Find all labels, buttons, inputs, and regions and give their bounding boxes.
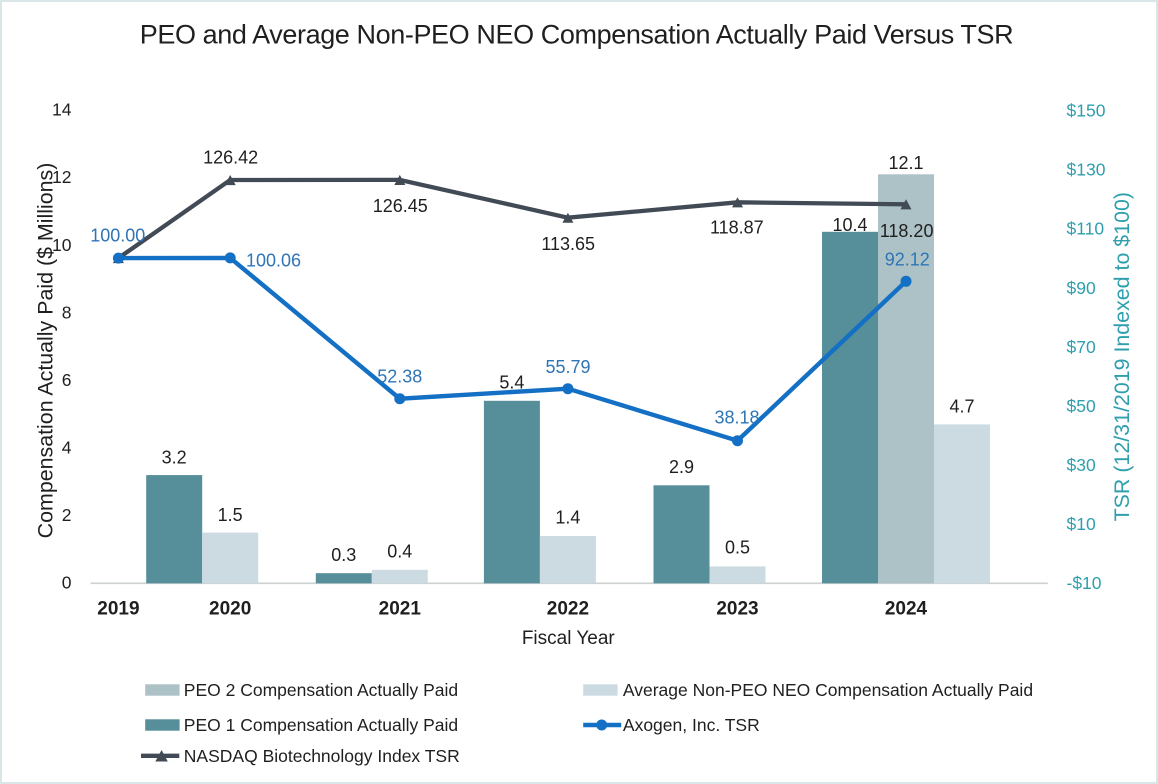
svg-text:5.4: 5.4 <box>499 372 524 392</box>
svg-text:12: 12 <box>52 167 71 187</box>
svg-text:126.45: 126.45 <box>373 196 428 216</box>
svg-text:-$10: -$10 <box>1067 573 1102 593</box>
svg-text:4: 4 <box>62 438 72 458</box>
svg-text:$50: $50 <box>1067 396 1096 416</box>
svg-text:10: 10 <box>52 235 72 255</box>
svg-text:0.3: 0.3 <box>331 545 356 565</box>
svg-text:Fiscal Year: Fiscal Year <box>522 628 616 649</box>
svg-text:118.87: 118.87 <box>710 218 764 238</box>
svg-text:118.20: 118.20 <box>880 221 934 241</box>
svg-text:113.65: 113.65 <box>541 234 595 254</box>
svg-text:8: 8 <box>62 302 72 322</box>
svg-text:$70: $70 <box>1067 337 1096 357</box>
svg-text:100.06: 100.06 <box>246 251 301 271</box>
svg-text:126.42: 126.42 <box>203 147 258 167</box>
svg-text:2022: 2022 <box>547 599 589 620</box>
svg-text:0: 0 <box>62 573 72 593</box>
svg-text:2024: 2024 <box>885 599 928 620</box>
svg-text:0.5: 0.5 <box>725 538 750 558</box>
svg-text:$110: $110 <box>1067 219 1105 239</box>
svg-text:2019: 2019 <box>97 599 139 620</box>
svg-text:100.00: 100.00 <box>90 226 145 246</box>
svg-text:92.12: 92.12 <box>885 249 930 269</box>
svg-text:3.2: 3.2 <box>162 447 187 467</box>
svg-text:$90: $90 <box>1067 278 1096 298</box>
svg-text:PEO 1 Compensation Actually Pa: PEO 1 Compensation Actually Paid <box>184 715 458 735</box>
svg-text:52.38: 52.38 <box>377 367 422 387</box>
svg-text:$30: $30 <box>1067 455 1096 475</box>
svg-text:Average Non-PEO NEO Compensati: Average Non-PEO NEO Compensation Actuall… <box>623 680 1033 700</box>
svg-text:$10: $10 <box>1067 514 1096 534</box>
svg-text:$130: $130 <box>1067 160 1106 180</box>
svg-text:PEO and Average Non-PEO NEO Co: PEO and Average Non-PEO NEO Compensation… <box>140 19 1013 49</box>
svg-text:14: 14 <box>52 100 72 120</box>
svg-text:0.4: 0.4 <box>387 541 412 561</box>
svg-text:4.7: 4.7 <box>949 396 974 416</box>
svg-text:38.18: 38.18 <box>714 407 759 427</box>
svg-text:2020: 2020 <box>209 599 251 620</box>
svg-text:2023: 2023 <box>716 599 758 620</box>
svg-text:Compensation Actually Paid ($: Compensation Actually Paid ($ Millions) <box>34 163 58 539</box>
svg-text:PEO 2 Compensation Actually Pa: PEO 2 Compensation Actually Paid <box>184 680 458 700</box>
svg-text:10.4: 10.4 <box>832 215 867 235</box>
svg-text:TSR (12/31/2019 Indexed to $10: TSR (12/31/2019 Indexed to $100) <box>1110 192 1134 521</box>
svg-text:1.4: 1.4 <box>555 507 580 527</box>
svg-text:2.9: 2.9 <box>669 457 694 477</box>
svg-text:2: 2 <box>62 505 72 525</box>
svg-text:NASDAQ Biotechnology Index TSR: NASDAQ Biotechnology Index TSR <box>184 746 460 766</box>
svg-text:1.5: 1.5 <box>218 505 243 525</box>
svg-text:2021: 2021 <box>379 599 422 620</box>
svg-text:12.1: 12.1 <box>888 153 923 173</box>
svg-text:Axogen, Inc. TSR: Axogen, Inc. TSR <box>623 715 760 735</box>
svg-text:6: 6 <box>62 370 72 390</box>
svg-text:55.79: 55.79 <box>545 357 590 377</box>
svg-text:$150: $150 <box>1067 101 1106 121</box>
